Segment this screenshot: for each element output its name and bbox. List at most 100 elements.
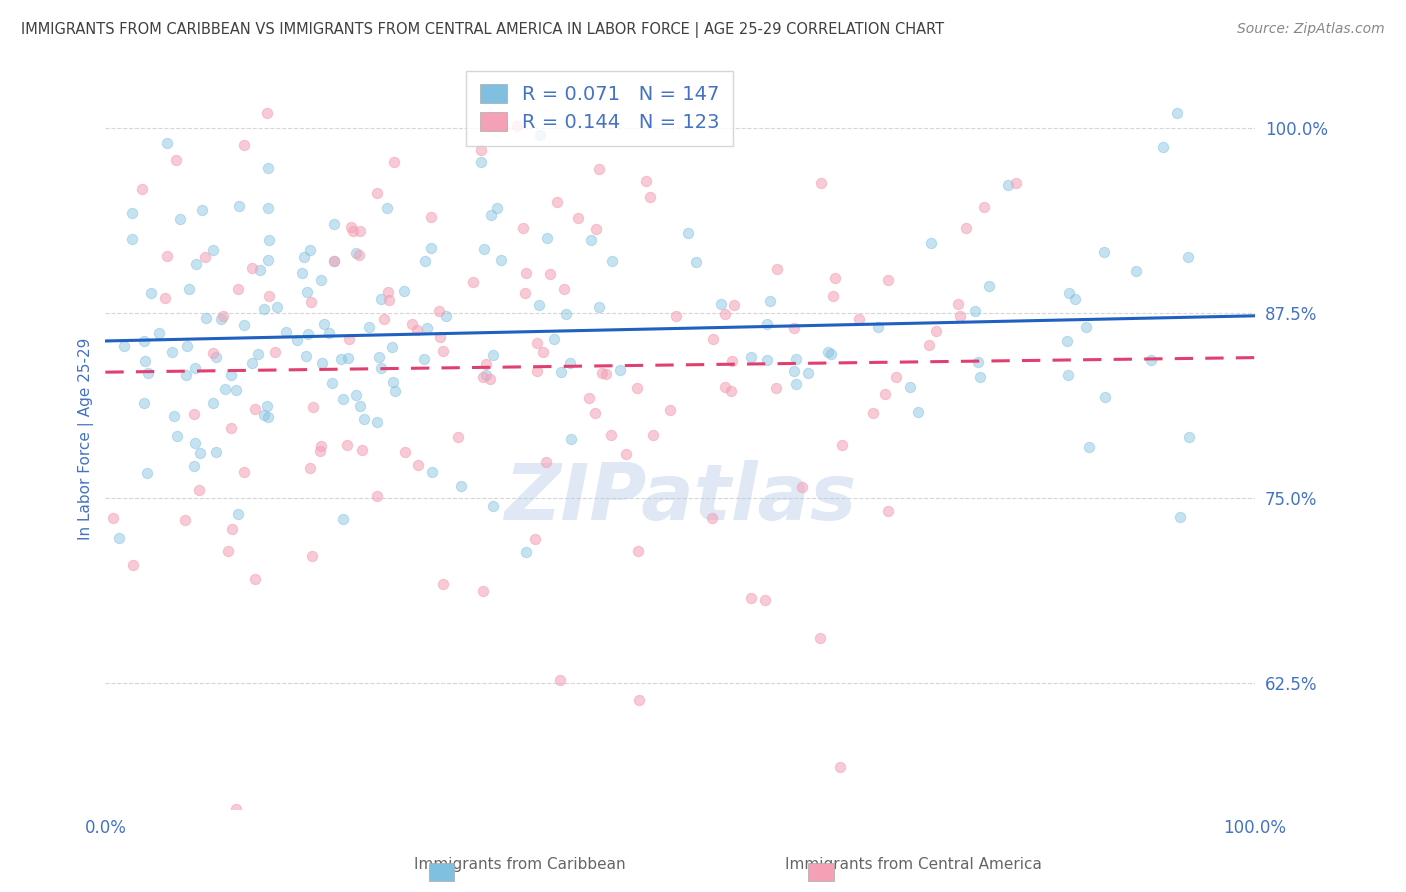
Point xyxy=(357,320,380,334)
Point xyxy=(337,351,360,365)
Point xyxy=(946,297,969,311)
Point xyxy=(567,211,589,225)
Point xyxy=(759,293,782,308)
Point xyxy=(714,380,737,394)
Point xyxy=(475,368,498,382)
Point xyxy=(536,455,558,469)
Point xyxy=(350,442,373,457)
Point xyxy=(1168,510,1191,524)
Point xyxy=(285,333,308,347)
Point xyxy=(344,246,367,260)
Point xyxy=(311,439,333,453)
Point xyxy=(183,435,205,450)
Point xyxy=(107,531,129,545)
Point xyxy=(475,357,498,371)
Point xyxy=(808,631,831,645)
Point xyxy=(141,286,163,301)
Point xyxy=(156,249,179,263)
Point xyxy=(330,351,353,366)
Point xyxy=(531,345,554,359)
Point xyxy=(710,297,733,311)
Point xyxy=(526,336,548,351)
Point xyxy=(546,194,568,209)
Point xyxy=(1125,264,1147,278)
Point xyxy=(217,544,239,558)
Point xyxy=(209,312,232,326)
Point xyxy=(554,307,576,321)
Point xyxy=(176,339,198,353)
Point xyxy=(560,432,582,446)
Point xyxy=(381,340,404,354)
Point xyxy=(295,285,318,299)
Point xyxy=(550,365,572,379)
Point xyxy=(721,353,744,368)
Point xyxy=(641,428,664,442)
Point xyxy=(470,143,492,157)
Point xyxy=(595,367,617,381)
Point xyxy=(1057,368,1080,382)
Point xyxy=(685,255,707,269)
Point xyxy=(513,286,536,301)
Point xyxy=(1005,177,1028,191)
Point xyxy=(821,289,844,303)
Point xyxy=(429,330,451,344)
Point xyxy=(416,321,439,335)
Point xyxy=(368,350,391,364)
Point xyxy=(132,396,155,410)
Point xyxy=(190,446,212,460)
Point xyxy=(609,362,631,376)
Point xyxy=(817,345,839,359)
Point xyxy=(782,320,804,334)
Point xyxy=(291,266,314,280)
Point xyxy=(419,211,441,225)
Point xyxy=(148,326,170,341)
Point xyxy=(515,266,537,280)
Point xyxy=(1177,250,1199,264)
Point xyxy=(179,282,201,296)
Point xyxy=(973,200,995,214)
Point xyxy=(702,332,724,346)
Point xyxy=(955,221,977,235)
Point xyxy=(1166,106,1188,120)
Point xyxy=(132,334,155,348)
Point xyxy=(898,380,921,394)
Point xyxy=(205,445,228,459)
Point xyxy=(583,406,606,420)
Point xyxy=(191,203,214,218)
Point xyxy=(136,366,159,380)
Point xyxy=(233,137,256,152)
Point xyxy=(121,232,143,246)
Point xyxy=(765,261,787,276)
Point xyxy=(240,260,263,275)
Point xyxy=(257,161,280,175)
Point xyxy=(381,376,404,390)
Point xyxy=(415,254,437,268)
Point xyxy=(211,310,233,324)
Point xyxy=(174,513,197,527)
Point xyxy=(523,532,546,546)
Point xyxy=(478,372,501,386)
Point xyxy=(169,211,191,226)
Point xyxy=(848,311,870,326)
Point xyxy=(160,344,183,359)
Point xyxy=(228,282,250,296)
Point xyxy=(221,420,243,434)
Point xyxy=(512,220,534,235)
Point xyxy=(246,347,269,361)
Point xyxy=(638,189,661,203)
Point xyxy=(702,511,724,525)
Point xyxy=(183,407,205,421)
Point xyxy=(1177,430,1199,444)
Point xyxy=(257,253,280,268)
Point xyxy=(783,364,806,378)
Point xyxy=(252,301,274,316)
Point xyxy=(366,415,388,429)
Point xyxy=(194,250,217,264)
Point xyxy=(432,577,454,591)
Point xyxy=(156,136,179,151)
Point xyxy=(322,217,344,231)
Point xyxy=(997,178,1019,193)
Point xyxy=(1094,390,1116,404)
Point xyxy=(301,549,323,564)
Point xyxy=(920,235,942,250)
